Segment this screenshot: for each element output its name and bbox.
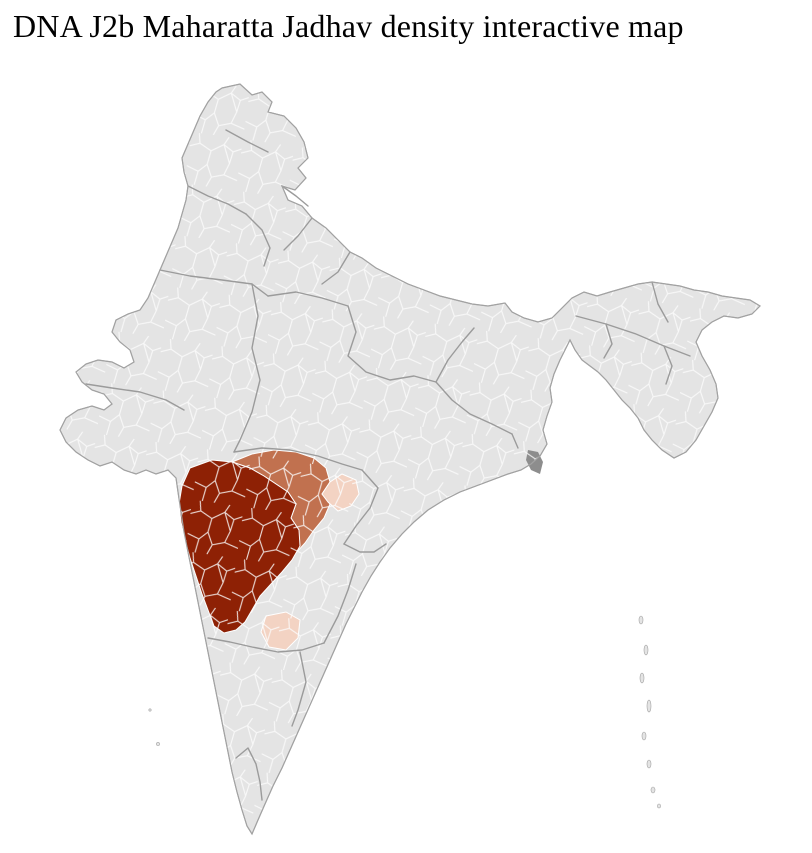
andaman-nicobar-islands xyxy=(638,615,661,809)
page-title: DNA J2b Maharatta Jadhav density interac… xyxy=(13,8,684,44)
lakshadweep-islands xyxy=(148,708,160,746)
state-borders xyxy=(85,129,691,801)
district-borders-mesh xyxy=(60,84,760,834)
